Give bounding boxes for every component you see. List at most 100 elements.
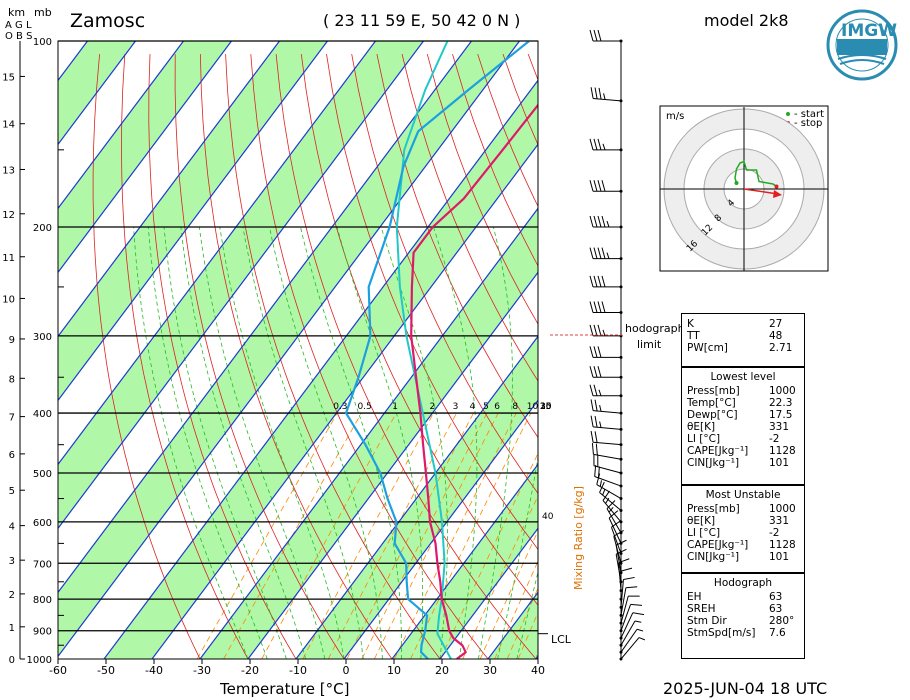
index-name: SREH xyxy=(687,603,716,615)
index-name: Temp[°C] xyxy=(687,397,736,409)
x-tick-label: 0 xyxy=(343,664,350,677)
index-name: StmSpd[m/s] xyxy=(687,627,756,639)
isotherm-line xyxy=(58,41,520,658)
index-name: PW[cm] xyxy=(687,342,728,354)
wind-barb xyxy=(613,530,624,564)
dry-adiabat xyxy=(351,54,538,495)
hodograph-start-point xyxy=(734,181,739,185)
isotherm-line xyxy=(103,79,538,659)
x-axis-title: Temperature [°C] xyxy=(219,680,349,698)
wind-barb xyxy=(620,567,633,600)
index-row: Stm Dir 280° xyxy=(682,615,804,627)
hodograph-legend-stop: - stop xyxy=(794,118,822,129)
index-name: EH xyxy=(687,591,702,603)
dewpoint-profile xyxy=(344,41,530,659)
km-tick-label: 3 xyxy=(9,556,15,567)
wind-barb xyxy=(590,415,622,430)
y-axes: 1002003004005006007008009001000012345678… xyxy=(2,37,52,666)
index-row: SREH 63 xyxy=(682,603,804,615)
index-value: 280° xyxy=(769,615,795,627)
storm-motion-vector xyxy=(743,188,779,195)
dry-adiabat xyxy=(225,54,441,659)
index-row: TT 48 xyxy=(682,330,804,342)
x-tick-label: -50 xyxy=(97,664,115,677)
hodograph-ring-label: 4 xyxy=(726,198,737,209)
index-row: CIN[Jkg⁻¹] 101 xyxy=(682,551,804,563)
isotherm-line xyxy=(343,399,538,659)
station-coordinates: ( 23 11 59 E, 50 42 0 N ) xyxy=(323,11,521,30)
index-name: CAPE[Jkg⁻¹] xyxy=(687,539,749,551)
wind-barb xyxy=(599,481,622,511)
index-value: -2 xyxy=(769,527,780,539)
mixing-ratio-label: 40 xyxy=(542,512,554,522)
pressure-tick-label: 1000 xyxy=(27,655,52,666)
obs-label: O B S xyxy=(5,31,32,42)
lcl-label: LCL xyxy=(551,633,572,646)
dry-adiabat xyxy=(148,54,297,659)
index-row: Press[mb] 1000 xyxy=(682,503,804,515)
wind-barb xyxy=(589,215,621,228)
index-value: 1128 xyxy=(769,539,796,551)
dry-adiabat xyxy=(174,54,345,659)
wind-barb xyxy=(589,247,621,260)
lowest-level-title: Lowest level xyxy=(710,371,776,383)
mixing-ratio-label: 0.5 xyxy=(357,402,371,412)
dry-adiabat xyxy=(376,54,538,439)
wind-barb xyxy=(590,399,622,414)
index-name: K xyxy=(687,318,694,330)
hodograph-stop-point xyxy=(774,184,779,189)
index-row: LI [°C] -2 xyxy=(682,433,804,445)
wind-barb xyxy=(589,346,621,358)
hodograph-limit-label: hodograph xyxy=(625,322,685,335)
x-tick-label: -30 xyxy=(193,664,211,677)
index-value: 1128 xyxy=(769,445,796,457)
pressure-tick-label: 400 xyxy=(33,409,52,420)
mixing-ratio-label: 5 xyxy=(483,402,489,412)
pressure-tick-label: 600 xyxy=(33,518,52,529)
km-tick-label: 0 xyxy=(9,655,15,666)
dry-adiabat xyxy=(121,54,249,659)
index-name: CAPE[Jkg⁻¹] xyxy=(687,445,749,457)
index-row: PW[cm] 2.71 xyxy=(682,342,804,354)
wind-barb xyxy=(620,586,638,616)
x-tick-label: 10 xyxy=(387,664,401,677)
dry-adiabat xyxy=(92,54,201,659)
hodograph-limit-label-2: limit xyxy=(637,338,662,351)
km-tick-label: 15 xyxy=(2,72,15,83)
logo-text: IMGW xyxy=(841,21,897,41)
pressure-tick-label: 500 xyxy=(33,469,52,480)
mixing-ratio-label: 3 xyxy=(453,402,459,412)
index-value: 101 xyxy=(769,551,790,563)
index-name: θE[K] xyxy=(687,515,716,527)
mixing-ratio-label: 4 xyxy=(469,402,475,412)
dry-adiabat xyxy=(426,53,538,325)
imgw-logo: IMGW xyxy=(826,9,898,81)
wind-barb xyxy=(620,595,640,624)
wind-barb xyxy=(620,576,635,608)
x-tick-label: -20 xyxy=(241,664,259,677)
index-value: 331 xyxy=(769,515,790,527)
index-value: 22.3 xyxy=(769,397,793,409)
wind-barb xyxy=(615,539,627,573)
moist-adiabat xyxy=(163,226,287,659)
km-tick-label: 9 xyxy=(9,335,15,346)
isotherm-line xyxy=(58,41,424,530)
isotherms xyxy=(58,41,538,659)
index-row: StmSpd[m/s] 7.6 xyxy=(682,627,804,639)
wind-barb xyxy=(620,612,645,639)
km-tick-label: 1 xyxy=(9,623,15,634)
wind-barb xyxy=(590,87,622,102)
mixing-ratio-label: 2 xyxy=(430,402,436,412)
hodograph-ring-label: 8 xyxy=(713,213,724,224)
lowest-level-panel: Lowest level Press[mb] 1000 Temp[°C] 22.3 De… xyxy=(681,367,805,485)
wind-barbs xyxy=(589,29,646,661)
isotherm-line xyxy=(199,207,538,659)
isotherm-line xyxy=(247,271,538,659)
index-row: CIN[Jkg⁻¹] 101 xyxy=(682,457,804,469)
index-value: 2.71 xyxy=(769,342,793,354)
isotherm-line xyxy=(151,143,538,659)
wind-barb xyxy=(602,490,622,523)
index-name: Press[mb] xyxy=(687,385,740,397)
